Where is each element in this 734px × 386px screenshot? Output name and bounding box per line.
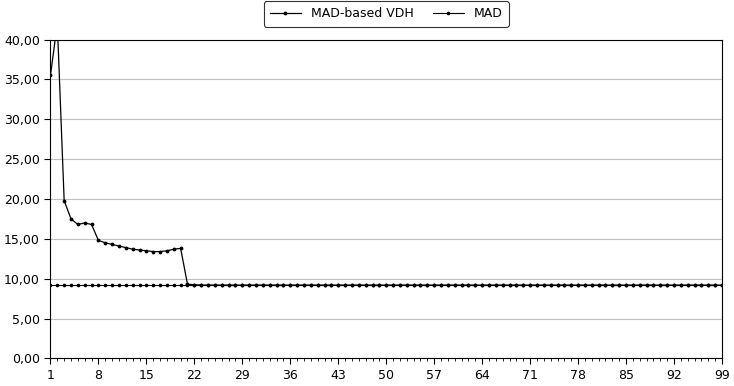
MAD-based VDH [238, 283, 247, 288]
Legend: MAD-based VDH, MAD: MAD-based VDH, MAD [264, 1, 509, 27]
MAD-based VDH [265, 283, 274, 288]
MAD-based VDH [217, 283, 226, 288]
MAD [203, 283, 212, 288]
MAD [574, 283, 583, 288]
MAD [252, 283, 261, 288]
Line: MAD: MAD [48, 283, 724, 287]
MAD-based VDH [197, 283, 206, 288]
MAD [402, 283, 411, 288]
MAD-based VDH [46, 73, 55, 78]
MAD-based VDH [53, 21, 62, 26]
Line: MAD-based VDH: MAD-based VDH [48, 21, 724, 288]
MAD [224, 283, 233, 288]
MAD-based VDH [416, 283, 425, 288]
MAD-based VDH [587, 283, 596, 288]
MAD-based VDH [718, 283, 727, 288]
MAD [718, 283, 727, 288]
MAD [382, 283, 390, 288]
MAD [46, 283, 55, 288]
MAD-based VDH [396, 283, 404, 288]
